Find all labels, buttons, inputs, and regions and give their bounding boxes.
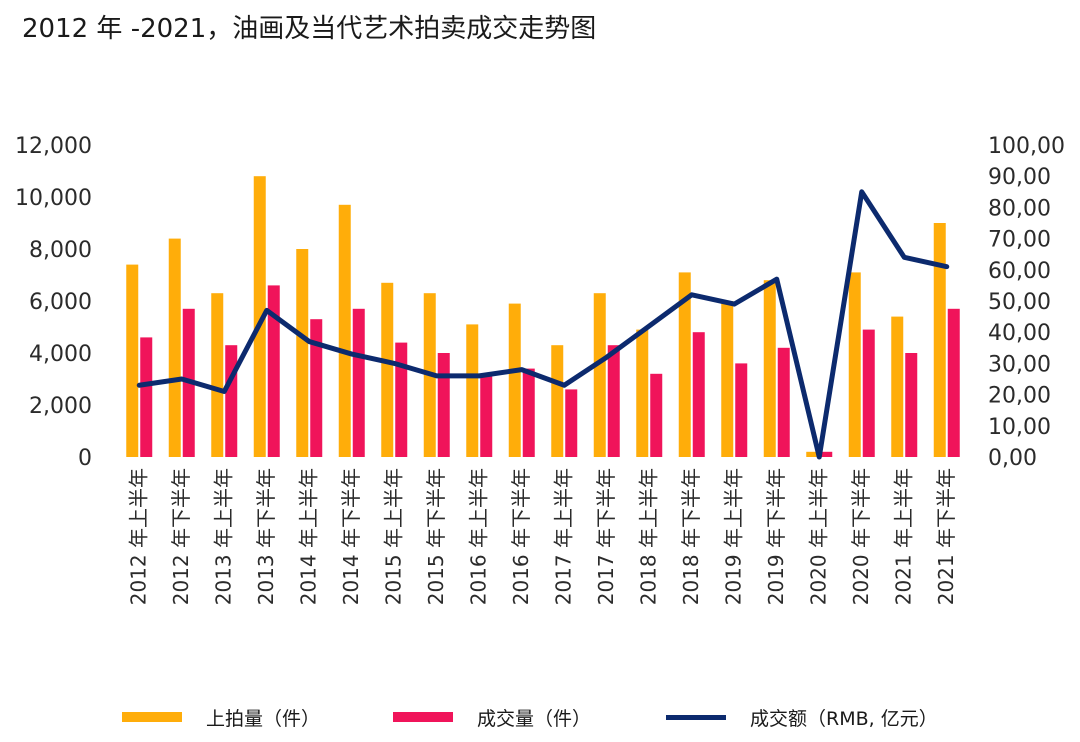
bar-listed: [126, 264, 139, 457]
legend-item-amount: 成交额（RMB, 亿元）: [666, 700, 938, 734]
legend-swatch-sold: [393, 712, 453, 722]
bar-listed: [508, 303, 521, 457]
y-axis-left: 0 2,000 4,000 6,000 8,000 10,000 12,000: [15, 134, 92, 471]
legend-item-sold: 成交量（件）: [393, 700, 591, 734]
bar-sold: [437, 353, 450, 457]
y-left-tick-label: 10,000: [15, 186, 92, 211]
bar-listed: [381, 282, 394, 457]
x-tick-label: 2012 年上半年: [126, 468, 150, 605]
legend-label-listed: 上拍量（件）: [206, 707, 321, 730]
x-tick-label: 2020 年下半年: [849, 468, 873, 605]
bars-layer: [126, 176, 960, 457]
y-left-tick-label: 0: [78, 446, 92, 471]
x-tick-label: 2016 年上半年: [466, 468, 490, 605]
y-axis-right: 0,00 10,00 20,00 30,00 40,00 50,00 60,00 70,00 8…: [988, 134, 1065, 471]
x-tick-label: 2012 年下半年: [169, 468, 193, 605]
bar-listed: [848, 272, 861, 457]
x-tick-label: 2020 年上半年: [806, 468, 830, 605]
bar-listed: [806, 451, 819, 457]
bar-listed: [593, 293, 606, 457]
x-tick-label: 2013 年上半年: [211, 468, 235, 605]
x-tick-label: 2013 年下半年: [254, 468, 278, 605]
bar-listed: [253, 176, 266, 457]
legend-item-listed: 上拍量（件）: [122, 700, 320, 734]
bar-sold: [140, 337, 153, 457]
bar-listed: [211, 293, 224, 457]
bar-sold: [480, 376, 493, 457]
y-right-tick-label: 20,00: [988, 384, 1051, 409]
x-tick-label: 2019 年上半年: [721, 468, 745, 605]
x-tick-label: 2017 年上半年: [551, 468, 575, 605]
legend-label-sold: 成交量（件）: [477, 707, 592, 730]
bar-sold: [352, 308, 365, 457]
bar-sold: [820, 451, 833, 457]
y-left-tick-label: 6,000: [29, 290, 92, 315]
bar-sold: [310, 319, 323, 457]
bar-listed: [551, 345, 564, 457]
legend-swatch-amount: [666, 714, 726, 720]
y-right-tick-label: 0,00: [988, 446, 1037, 471]
bar-sold: [565, 389, 578, 457]
bar-sold: [905, 353, 918, 457]
bar-sold: [650, 373, 663, 457]
y-left-tick-label: 4,000: [29, 342, 92, 367]
bar-listed: [168, 238, 181, 457]
y-right-tick-label: 30,00: [988, 352, 1051, 377]
x-tick-label: 2021 年上半年: [891, 468, 915, 605]
legend-label-amount: 成交额（RMB, 亿元）: [750, 707, 938, 730]
y-left-tick-label: 12,000: [15, 134, 92, 159]
y-right-tick-label: 60,00: [988, 259, 1051, 284]
x-tick-label: 2014 年上半年: [296, 468, 320, 605]
bar-sold: [692, 332, 705, 457]
y-right-tick-label: 50,00: [988, 290, 1051, 315]
x-tick-label: 2018 年下半年: [679, 468, 703, 605]
bar-sold: [267, 285, 280, 457]
bar-listed: [933, 223, 946, 457]
bar-sold: [735, 363, 748, 457]
line-amount: [136, 189, 950, 460]
bar-listed: [636, 329, 649, 457]
x-tick-label: 2014 年下半年: [339, 468, 363, 605]
chart-title: 2012 年 -2021，油画及当代艺术拍卖成交走势图: [22, 14, 597, 44]
bar-listed: [763, 280, 776, 457]
bar-sold: [862, 329, 875, 457]
y-right-tick-label: 10,00: [988, 415, 1051, 440]
legend-swatch-listed: [122, 712, 182, 722]
bar-listed: [296, 249, 309, 457]
x-tick-label: 2021 年下半年: [934, 468, 958, 605]
bar-sold: [225, 345, 238, 457]
bar-sold: [522, 368, 535, 457]
x-tick-label: 2017 年下半年: [594, 468, 618, 605]
x-tick-label: 2018 年上半年: [636, 468, 660, 605]
y-left-tick-label: 2,000: [29, 394, 92, 419]
x-tick-label: 2015 年下半年: [424, 468, 448, 605]
line-layer: [136, 189, 950, 460]
bar-listed: [466, 324, 479, 457]
bar-sold: [947, 308, 960, 457]
y-left-tick-label: 8,000: [29, 238, 92, 263]
y-right-tick-label: 40,00: [988, 321, 1051, 346]
bar-listed: [338, 204, 351, 457]
x-tick-label: 2016 年下半年: [509, 468, 533, 605]
bar-sold: [607, 345, 620, 457]
y-right-tick-label: 80,00: [988, 196, 1051, 221]
x-tick-label: 2019 年下半年: [764, 468, 788, 605]
y-right-tick-label: 90,00: [988, 165, 1051, 190]
x-axis-labels: 2012 年上半年 2012 年下半年 2013 年上半年 2013 年下半年 2014…: [126, 468, 958, 605]
bar-listed: [721, 301, 734, 457]
x-tick-label: 2015 年上半年: [381, 468, 405, 605]
y-right-tick-label: 100,00: [988, 134, 1065, 159]
bar-sold: [777, 347, 790, 457]
bar-sold: [395, 342, 408, 457]
bar-listed: [678, 272, 691, 457]
y-right-tick-label: 70,00: [988, 228, 1051, 253]
bar-listed: [891, 316, 904, 457]
